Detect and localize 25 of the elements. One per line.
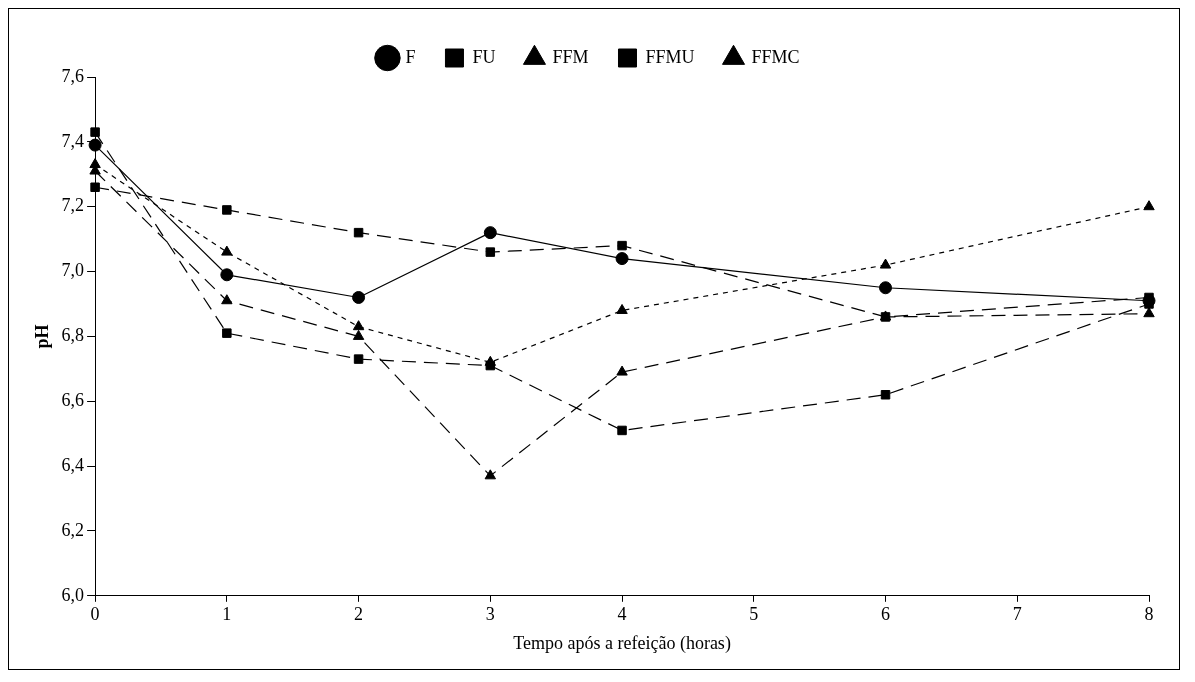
legend-label: FFMC	[751, 46, 800, 67]
y-tick-label: 7,0	[61, 260, 85, 281]
y-axis-title: pH	[32, 324, 53, 349]
x-tick-label: 7	[1012, 604, 1022, 625]
x-tick-label: 0	[90, 604, 100, 625]
y-tick-label: 7,6	[61, 65, 85, 86]
x-tick-label: 3	[485, 604, 495, 625]
y-tick-label: 7,2	[61, 195, 85, 216]
x-tick-label: 2	[354, 604, 364, 625]
x-tick-label: 6	[881, 604, 891, 625]
x-tick-label: 5	[749, 604, 759, 625]
x-tick-label: 1	[222, 604, 232, 625]
legend-label: FFMU	[645, 46, 695, 67]
y-tick-label: 7,4	[61, 130, 85, 151]
y-tick-label: 6,6	[61, 389, 85, 410]
y-tick-label: 6,2	[61, 519, 85, 540]
legend-label: F	[405, 46, 416, 67]
y-tick-label: 6,4	[61, 454, 85, 475]
y-tick-label: 6,8	[61, 325, 85, 346]
x-axis-title: Tempo após a refeição (horas)	[513, 632, 731, 654]
x-tick-label: 4	[617, 604, 627, 625]
y-tick-label: 6,0	[61, 584, 85, 605]
legend-label: FU	[472, 46, 496, 67]
legend-label: FFM	[552, 46, 589, 67]
x-tick-label: 8	[1144, 604, 1154, 625]
